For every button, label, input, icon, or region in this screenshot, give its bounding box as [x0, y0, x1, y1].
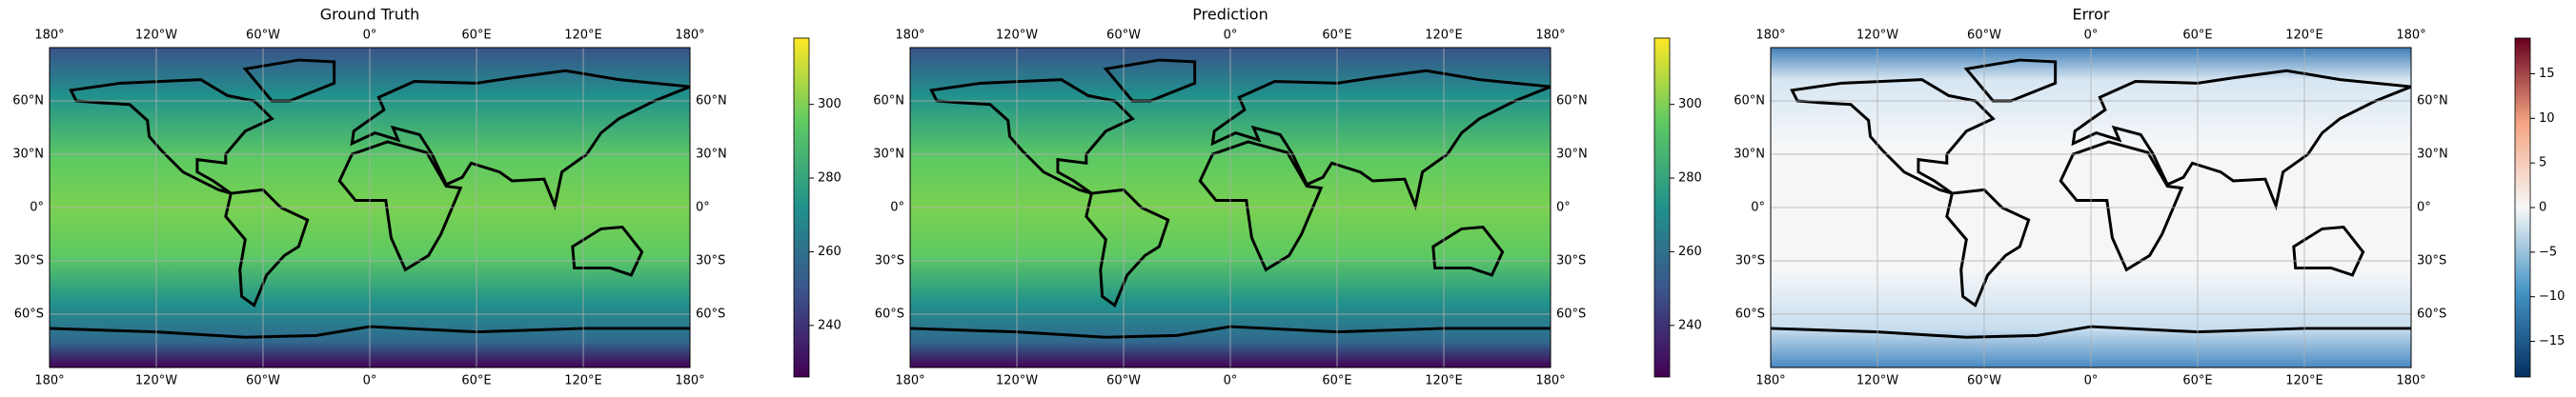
y-tick-label: 0°	[1556, 201, 1571, 215]
colorbar-tick-label: −15	[2539, 334, 2565, 348]
panel-title: Ground Truth	[320, 6, 420, 24]
y-tick-label: 30°S	[696, 254, 725, 268]
map-frame	[1770, 47, 2412, 368]
colorbar-tick-label: 280	[1678, 171, 1702, 186]
colorbar-tick-label: 300	[1678, 97, 1702, 111]
y-tick-label: 60°S	[1735, 308, 1765, 322]
y-tick-label: 60°S	[875, 308, 904, 322]
y-tick-label: 30°N	[873, 148, 904, 162]
colorbar-tick-label: 240	[1678, 318, 1702, 332]
x-tick-label: 60°W	[1106, 29, 1141, 43]
panel-title: Prediction	[1192, 6, 1268, 24]
x-tick-label: 60°E	[2182, 29, 2212, 43]
y-tick-label: 30°N	[12, 148, 44, 162]
colorbar-tick-label: 0	[2539, 201, 2546, 215]
y-tick-label: 30°N	[696, 148, 727, 162]
y-tick-label: 60°N	[873, 94, 904, 109]
y-tick-label: 60°S	[2417, 308, 2446, 322]
x-tick-label: 0°	[2084, 374, 2099, 388]
y-tick-label: 30°N	[1734, 148, 1765, 162]
y-tick-label: 0°	[30, 201, 44, 215]
x-tick-label: 0°	[1224, 29, 1238, 43]
x-tick-label: 120°W	[1856, 29, 1898, 43]
colorbar-tick-label: 300	[818, 97, 842, 111]
x-tick-label: 120°W	[1856, 374, 1898, 388]
x-tick-label: 60°W	[1967, 29, 2001, 43]
x-tick-label: 60°W	[1106, 374, 1141, 388]
x-tick-label: 180°	[2396, 374, 2425, 388]
x-tick-label: 0°	[2084, 29, 2099, 43]
x-tick-label: 120°W	[135, 374, 177, 388]
x-tick-label: 120°E	[1425, 29, 1463, 43]
x-tick-label: 60°W	[246, 29, 280, 43]
y-tick-label: 60°N	[2417, 94, 2448, 109]
colorbar-tick-label: 260	[818, 245, 842, 259]
x-tick-label: 120°E	[2285, 29, 2323, 43]
x-tick-label: 60°E	[2182, 374, 2212, 388]
colorbar-tick-label: 10	[2539, 111, 2555, 126]
y-tick-label: 0°	[2417, 201, 2431, 215]
x-tick-label: 60°E	[1322, 374, 1351, 388]
x-tick-label: 180°	[2396, 29, 2425, 43]
x-tick-label: 120°W	[996, 374, 1038, 388]
x-tick-label: 180°	[1755, 29, 1785, 43]
x-tick-label: 0°	[363, 374, 377, 388]
x-tick-label: 180°	[34, 29, 64, 43]
colorbar-tick-label: 280	[818, 171, 842, 186]
x-tick-label: 60°E	[1322, 29, 1351, 43]
colorbar-tick-label: −10	[2539, 289, 2565, 304]
y-tick-label: 30°S	[875, 254, 904, 268]
x-tick-label: 180°	[675, 374, 704, 388]
x-tick-label: 180°	[1535, 374, 1565, 388]
y-tick-label: 60°S	[696, 308, 725, 322]
x-tick-label: 180°	[1535, 29, 1565, 43]
x-tick-label: 120°E	[564, 374, 602, 388]
x-tick-label: 120°E	[564, 29, 602, 43]
x-tick-label: 180°	[895, 374, 924, 388]
y-tick-label: 60°N	[1556, 94, 1588, 109]
x-tick-label: 0°	[363, 29, 377, 43]
y-tick-label: 0°	[890, 201, 904, 215]
y-tick-label: 60°N	[12, 94, 44, 109]
y-tick-label: 30°S	[2417, 254, 2446, 268]
panel-title: Error	[2073, 6, 2110, 24]
x-tick-label: 0°	[1224, 374, 1238, 388]
x-tick-label: 180°	[34, 374, 64, 388]
y-tick-label: 60°S	[14, 308, 44, 322]
y-tick-label: 60°N	[1734, 94, 1765, 109]
y-tick-label: 30°S	[1735, 254, 1765, 268]
y-tick-label: 30°S	[1556, 254, 1586, 268]
colorbar-tick-label: 15	[2539, 67, 2555, 81]
x-tick-label: 180°	[895, 29, 924, 43]
x-tick-label: 60°E	[461, 29, 491, 43]
map-frame	[909, 47, 1552, 368]
colorbar-tick-label: 260	[1678, 245, 1702, 259]
colorbar	[1653, 37, 1671, 378]
x-tick-label: 120°E	[2285, 374, 2323, 388]
y-tick-label: 0°	[1751, 201, 1765, 215]
y-tick-label: 60°S	[1556, 308, 1586, 322]
colorbar	[793, 37, 810, 378]
x-tick-label: 180°	[675, 29, 704, 43]
y-tick-label: 0°	[696, 201, 710, 215]
x-tick-label: 120°W	[135, 29, 177, 43]
map-frame	[49, 47, 691, 368]
y-tick-label: 30°N	[2417, 148, 2448, 162]
y-tick-label: 60°N	[696, 94, 727, 109]
x-tick-label: 60°W	[246, 374, 280, 388]
x-tick-label: 60°E	[461, 374, 491, 388]
x-tick-label: 180°	[1755, 374, 1785, 388]
colorbar	[2514, 37, 2531, 378]
x-tick-label: 120°E	[1425, 374, 1463, 388]
y-tick-label: 30°S	[14, 254, 44, 268]
y-tick-label: 30°N	[1556, 148, 1588, 162]
x-tick-label: 60°W	[1967, 374, 2001, 388]
x-tick-label: 120°W	[996, 29, 1038, 43]
colorbar-tick-label: 5	[2539, 156, 2546, 170]
colorbar-tick-label: 240	[818, 318, 842, 332]
colorbar-tick-label: −5	[2539, 245, 2557, 259]
